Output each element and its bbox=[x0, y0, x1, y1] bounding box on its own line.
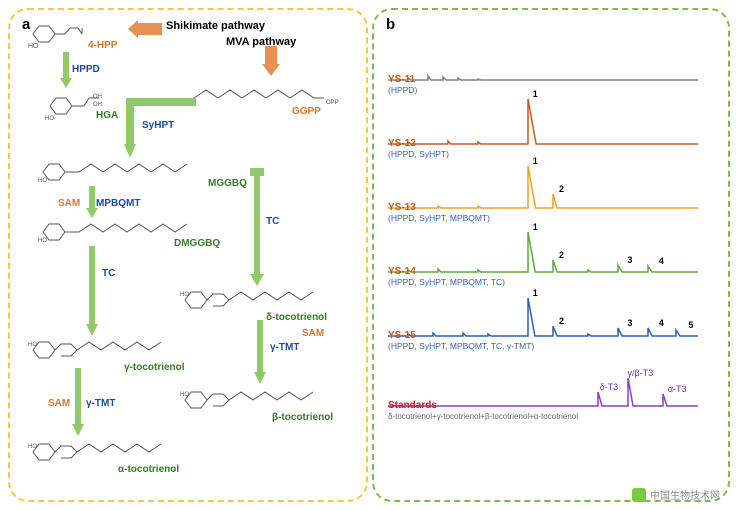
watermark-text: 中国生物技术网 bbox=[650, 487, 720, 502]
lbl-sam2: SAM bbox=[302, 328, 324, 339]
lbl-hppd: HPPD bbox=[72, 64, 100, 75]
struct-mggbq: HO bbox=[38, 160, 228, 189]
trace-YS-12: YS-12(HPPD, SyHPT)1 bbox=[388, 98, 714, 160]
arrow-gtmt2 bbox=[72, 368, 84, 436]
lbl-beta-t: β-tocotrienol bbox=[272, 412, 333, 423]
lbl-ggpp: GGPP bbox=[292, 106, 321, 117]
svg-text:OPP: OPP bbox=[326, 100, 339, 106]
figure-container: a Shikimate pathway MVA pathway HO OHOHH… bbox=[0, 0, 738, 510]
panel-a: a Shikimate pathway MVA pathway HO OHOHH… bbox=[8, 8, 368, 502]
lbl-dmggbq: DMGGBQ bbox=[174, 238, 220, 249]
lbl-gtmt1: γ-TMT bbox=[270, 342, 299, 353]
lbl-mggbq: MGGBQ bbox=[208, 178, 247, 189]
arrow-branch-tc bbox=[250, 168, 264, 286]
arrow-mpbqmt bbox=[86, 186, 98, 218]
svg-text:HO: HO bbox=[28, 43, 39, 50]
lbl-gtmt2: γ-TMT bbox=[86, 398, 115, 409]
lbl-delta-t: δ-tocotrienol bbox=[266, 312, 327, 323]
svg-text:HO: HO bbox=[28, 444, 37, 450]
label-mva: MVA pathway bbox=[226, 36, 296, 48]
trace-YS-14: YS-14(HPPD, SyHPT, MPBQMT, TC)1234 bbox=[388, 226, 714, 288]
svg-text:HO: HO bbox=[180, 392, 189, 398]
trace-standards: Standardsδ-tocotrienol+γ-tocotrienol+β-t… bbox=[388, 354, 714, 422]
panel-b: b YS-11(HPPD)YS-12(HPPD, SyHPT)1YS-13(HP… bbox=[372, 8, 730, 502]
struct-ggpp: OPP bbox=[194, 84, 344, 111]
arrow-shikimate bbox=[128, 20, 162, 38]
svg-text:HO: HO bbox=[38, 178, 47, 184]
lbl-4hpp: 4-HPP bbox=[88, 40, 117, 51]
svg-text:OH: OH bbox=[93, 102, 102, 108]
svg-text:HO: HO bbox=[45, 116, 54, 122]
svg-text:OH: OH bbox=[93, 94, 102, 100]
label-shikimate: Shikimate pathway bbox=[166, 20, 265, 32]
arrow-syhpt-bar bbox=[122, 98, 196, 158]
lbl-sam3: SAM bbox=[48, 398, 70, 409]
svg-text:HO: HO bbox=[38, 238, 47, 244]
svg-text:HO: HO bbox=[180, 292, 189, 298]
lbl-tc1: TC bbox=[266, 216, 279, 227]
arrow-gtmt1 bbox=[254, 320, 266, 384]
chromatogram-stack: YS-11(HPPD)YS-12(HPPD, SyHPT)1YS-13(HPPD… bbox=[388, 34, 714, 422]
arrow-hppd bbox=[60, 52, 72, 88]
struct-hga: OH OH HO bbox=[45, 90, 125, 127]
lbl-hga: HGA bbox=[96, 110, 118, 121]
arrow-mva bbox=[262, 46, 280, 76]
trace-YS-15: YS-15(HPPD, SyHPT, MPBQMT, TC, γ-TMT)123… bbox=[388, 290, 714, 352]
lbl-alpha-t: α-tocotrienol bbox=[118, 464, 179, 475]
arrow-tc2 bbox=[86, 246, 98, 336]
lbl-tc2: TC bbox=[102, 268, 115, 279]
watermark: 中国生物技术网 bbox=[632, 487, 720, 502]
lbl-sam1: SAM bbox=[58, 198, 80, 209]
trace-YS-13: YS-13(HPPD, SyHPT, MPBQMT)12 bbox=[388, 162, 714, 224]
lbl-gamma-t: γ-tocotrienol bbox=[124, 362, 185, 373]
svg-text:HO: HO bbox=[28, 342, 37, 348]
wechat-icon bbox=[632, 488, 646, 502]
lbl-mpbqmt: MPBQMT bbox=[96, 198, 140, 209]
trace-YS-11: YS-11(HPPD) bbox=[388, 34, 714, 96]
